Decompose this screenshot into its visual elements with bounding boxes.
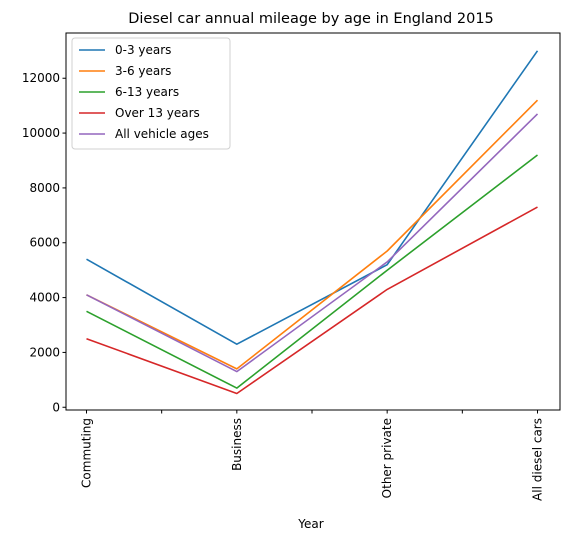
series-line-5 xyxy=(86,113,539,373)
x-tick-label: Business xyxy=(230,418,244,471)
plot-frame xyxy=(65,32,561,411)
legend-entry: 0-3 years xyxy=(115,43,171,57)
series-line-1 xyxy=(86,50,539,346)
x-tick-label: Commuting xyxy=(80,418,94,488)
y-tick-label: 12000 xyxy=(22,71,60,85)
x-axis-label: Year xyxy=(297,517,323,531)
legend-box xyxy=(71,37,231,150)
y-tick-label: 4000 xyxy=(29,291,60,305)
y-tick-label: 0 xyxy=(52,400,60,414)
y-tick-label: 6000 xyxy=(29,236,60,250)
series-line-4 xyxy=(86,206,538,395)
y-tick-label: 10000 xyxy=(22,126,60,140)
legend-entry: 3-6 years xyxy=(115,64,171,78)
plot-area: 0 2000 4000 6000 8000 10000 12000 Commuting Busi… xyxy=(22,50,545,501)
x-tick-label: Other private xyxy=(380,418,394,498)
legend-entry: All vehicle ages xyxy=(115,127,209,141)
legend-entry: Over 13 years xyxy=(115,106,200,120)
y-tick-label: 8000 xyxy=(29,181,60,195)
chart-title: Diesel car annual mileage by age in Engl… xyxy=(128,11,494,27)
x-tick-label: All diesel cars xyxy=(531,418,545,501)
y-tick-label: 2000 xyxy=(29,345,60,359)
series-line-2 xyxy=(86,99,539,370)
series-line-3 xyxy=(86,154,538,389)
legend: 0-3 years 3-6 years 6-13 years Over 13 year… xyxy=(71,37,231,150)
legend-entry: 6-13 years xyxy=(115,85,179,99)
